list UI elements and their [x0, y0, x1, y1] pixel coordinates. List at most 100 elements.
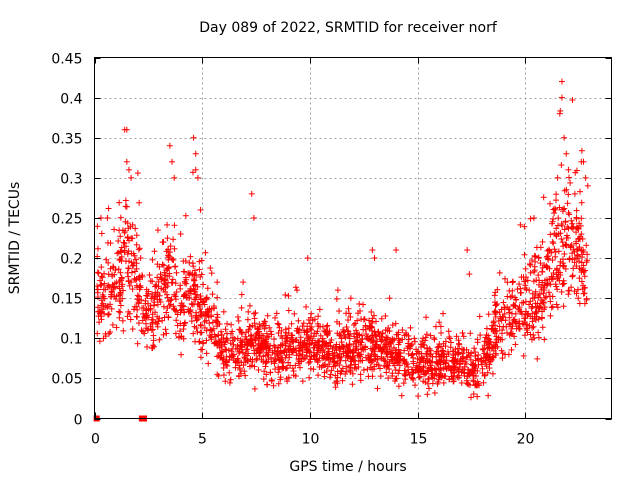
data-point	[420, 378, 427, 385]
data-point	[196, 266, 203, 273]
data-point	[149, 278, 156, 285]
data-point	[548, 249, 555, 256]
data-point	[324, 329, 331, 336]
data-point	[385, 324, 392, 331]
data-point	[307, 320, 314, 327]
data-point	[378, 333, 385, 340]
data-point	[578, 278, 585, 285]
data-point	[307, 325, 314, 332]
data-point	[118, 274, 125, 281]
data-point	[256, 321, 263, 328]
data-point	[440, 348, 447, 355]
data-point	[107, 329, 114, 336]
data-point	[151, 299, 158, 306]
data-point	[570, 265, 577, 272]
data-point	[96, 319, 103, 326]
data-point	[265, 341, 272, 348]
data-point-peak	[563, 150, 570, 157]
data-point	[226, 369, 233, 376]
data-point	[241, 368, 248, 375]
data-point-peak	[192, 150, 199, 157]
data-point	[391, 345, 398, 352]
data-point	[120, 239, 127, 246]
data-point	[580, 290, 587, 297]
data-point	[527, 215, 534, 222]
data-point	[492, 289, 499, 296]
data-point	[379, 330, 386, 337]
data-point	[425, 376, 432, 383]
data-point	[164, 235, 171, 242]
data-point	[356, 300, 363, 307]
data-point	[326, 374, 333, 381]
data-point	[321, 369, 328, 376]
data-point	[441, 373, 448, 380]
data-point	[149, 291, 156, 298]
data-point	[119, 317, 126, 324]
data-point	[132, 277, 139, 284]
data-point	[549, 257, 556, 264]
data-point	[521, 285, 528, 292]
data-point	[167, 243, 174, 250]
data-point	[516, 304, 523, 311]
data-point	[116, 283, 123, 290]
data-point	[393, 331, 400, 338]
data-point	[395, 370, 402, 377]
data-point	[356, 351, 363, 358]
data-point	[554, 275, 561, 282]
data-point	[583, 296, 590, 303]
data-point	[268, 377, 275, 384]
data-point	[292, 362, 299, 369]
data-point	[315, 372, 322, 379]
data-point	[117, 289, 124, 296]
data-point	[516, 318, 523, 325]
data-point	[411, 335, 418, 342]
data-point-peak	[580, 158, 587, 165]
data-point	[336, 308, 343, 315]
data-point	[261, 325, 268, 332]
data-point	[96, 308, 103, 315]
data-point	[539, 238, 546, 245]
data-point	[359, 336, 366, 343]
data-point	[431, 334, 438, 341]
data-point	[239, 338, 246, 345]
data-point	[578, 215, 585, 222]
data-point-peak	[123, 126, 130, 133]
data-point	[549, 238, 556, 245]
data-point	[283, 364, 290, 371]
data-point	[116, 256, 123, 263]
data-point-peak	[166, 142, 173, 149]
data-point	[547, 200, 554, 207]
data-point	[340, 343, 347, 350]
data-point	[192, 291, 199, 298]
data-point	[573, 263, 580, 270]
data-point	[303, 331, 310, 338]
data-point	[217, 339, 224, 346]
data-point	[347, 355, 354, 362]
data-point	[562, 241, 569, 248]
data-point	[546, 265, 553, 272]
data-point	[251, 385, 258, 392]
data-point	[116, 308, 123, 315]
data-point	[467, 356, 474, 363]
data-point	[346, 342, 353, 349]
data-point	[564, 223, 571, 230]
data-point	[201, 301, 208, 308]
data-point	[194, 328, 201, 335]
data-point	[105, 271, 112, 278]
data-point	[201, 324, 208, 331]
data-point	[366, 325, 373, 332]
data-point	[437, 364, 444, 371]
data-point	[236, 362, 243, 369]
data-point	[365, 373, 372, 380]
data-point	[139, 328, 146, 335]
data-point	[119, 281, 126, 288]
data-point	[345, 331, 352, 338]
data-point	[135, 300, 142, 307]
data-point	[279, 342, 286, 349]
data-point	[178, 351, 185, 358]
data-point	[517, 221, 524, 228]
data-point	[350, 340, 357, 347]
data-point	[569, 97, 576, 104]
data-point	[507, 294, 514, 301]
data-point	[182, 258, 189, 265]
